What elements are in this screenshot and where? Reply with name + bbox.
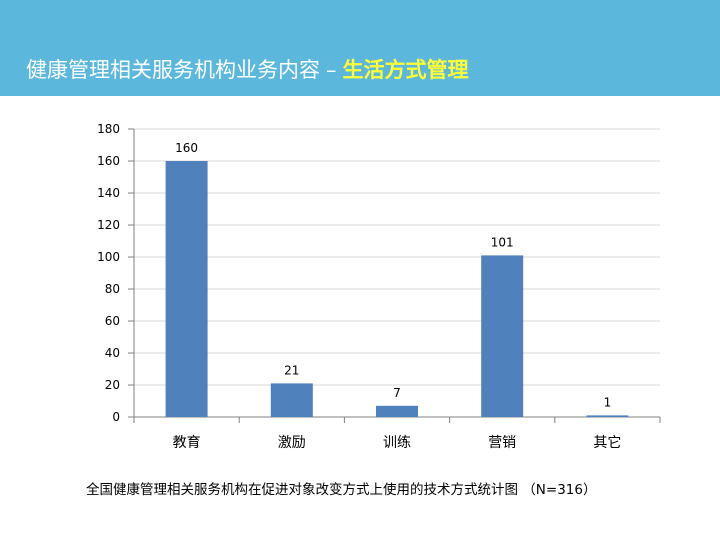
chart-caption: 全国健康管理相关服务机构在促进对象改变方式上使用的技术方式统计图 （N=316）	[86, 482, 597, 498]
header-bar: 健康管理相关服务机构业务内容 – 生活方式管理	[0, 0, 720, 96]
y-tick-label: 20	[105, 378, 120, 392]
title-main: 健康管理相关服务机构业务内容	[26, 58, 320, 82]
bar	[376, 405, 418, 417]
category-label: 教育	[173, 435, 201, 451]
slide-title: 健康管理相关服务机构业务内容 – 生活方式管理	[26, 56, 469, 84]
bar	[165, 161, 208, 417]
y-tick-label: 160	[97, 154, 120, 168]
bar	[270, 383, 313, 417]
y-tick-label: 80	[105, 282, 120, 296]
y-tick-label: 180	[97, 122, 120, 136]
title-separator: –	[326, 58, 337, 82]
data-label: 7	[393, 386, 401, 400]
title-highlight: 生活方式管理	[342, 58, 469, 82]
y-tick-label: 120	[97, 218, 120, 232]
y-tick-label: 60	[105, 314, 120, 328]
category-label: 训练	[383, 435, 411, 451]
y-tick-label: 100	[97, 250, 120, 264]
y-tick-label: 0	[112, 410, 120, 424]
data-label: 101	[491, 235, 514, 249]
y-tick-label: 40	[105, 346, 120, 360]
data-label: 1	[604, 395, 612, 409]
category-label: 其它	[593, 434, 621, 451]
category-label: 营销	[488, 435, 516, 451]
y-tick-label: 140	[97, 186, 120, 200]
bar	[481, 255, 524, 417]
category-label: 激励	[278, 434, 306, 451]
data-label: 160	[175, 141, 198, 155]
data-label: 21	[284, 363, 299, 377]
bar	[586, 415, 629, 417]
